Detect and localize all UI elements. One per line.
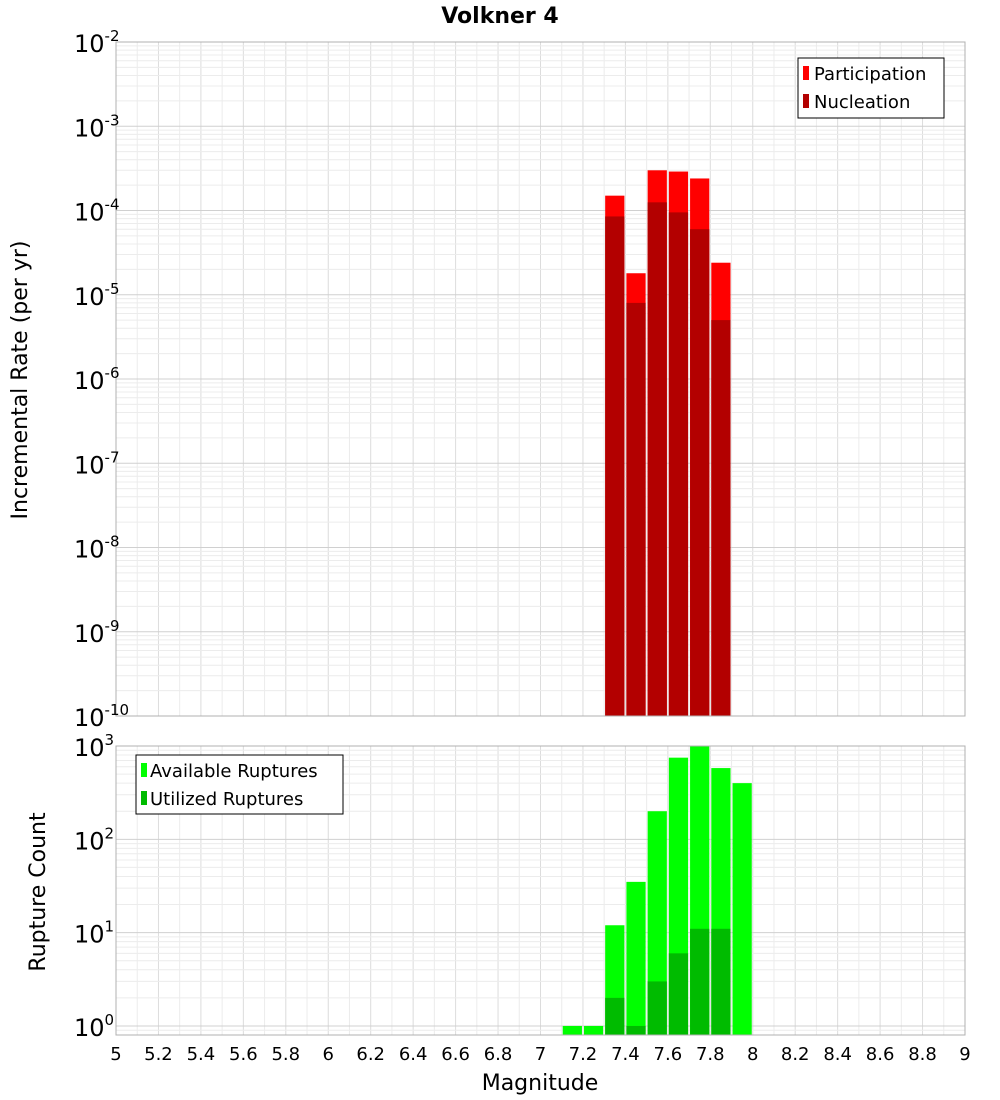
x-tick-label: 6.8 — [484, 1044, 513, 1065]
x-tick-label: 5 — [110, 1044, 121, 1065]
x-tick-label: 6.2 — [356, 1044, 385, 1065]
bar-bottom-utilized-ruptures — [711, 928, 731, 1035]
bar-top-nucleation — [647, 202, 667, 716]
y-tick-label: 10-4 — [74, 196, 120, 227]
y-tick-label: 100 — [74, 1011, 114, 1042]
y-axis-label-top: Incremental Rate (per yr) — [8, 241, 33, 520]
x-tick-label: 5.8 — [271, 1044, 300, 1065]
x-tick-label: 8.8 — [908, 1044, 937, 1065]
chart-title: Volkner 4 — [441, 4, 559, 29]
x-tick-label: 5.4 — [187, 1044, 216, 1065]
y-tick-label: 10-7 — [74, 448, 120, 479]
x-ticks: 5 5.2 5.4 5.6 5.8 6 6.2 6.4 6.6 6.8 7 7.2 7.4 7.6 7.8 8… — [110, 1044, 970, 1065]
y-tick-label: 10-2 — [74, 27, 120, 58]
x-tick-label: 6 — [323, 1044, 334, 1065]
y-tick-label: 10-8 — [74, 533, 120, 564]
x-tick-label: 7.2 — [569, 1044, 598, 1065]
legend-label-participation: Participation — [814, 64, 926, 85]
legend-swatch-participation — [803, 66, 809, 80]
bar-bottom-utilized-ruptures — [647, 981, 667, 1035]
legend-label-nucleation: Nucleation — [814, 92, 910, 113]
y-tick-label: 102 — [74, 824, 114, 855]
y-tick-label: 10-10 — [74, 701, 129, 732]
bar-top-nucleation — [668, 212, 689, 717]
legend-label-utilized: Utilized Ruptures — [150, 789, 303, 810]
y-tick-label: 10-3 — [74, 111, 120, 142]
y-ticks-top: 10-10 10-9 10-8 10-7 10-6 10-5 10-4 10-3 10-2 — [74, 27, 129, 732]
y-axis-label-bottom: Rupture Count — [26, 812, 51, 972]
x-tick-label: 6.4 — [399, 1044, 428, 1065]
bar-bottom-available-ruptures — [583, 1025, 604, 1035]
bar-top-nucleation — [690, 229, 710, 717]
bar-bottom-available-ruptures — [732, 783, 752, 1035]
legend-box-top — [797, 57, 945, 119]
legend-top: Participation Nucleation — [797, 57, 945, 119]
x-axis-label: Magnitude — [482, 1071, 599, 1096]
y-tick-label: 103 — [74, 731, 114, 762]
legend-bottom: Available Ruptures Utilized Ruptures — [135, 754, 344, 815]
legend-label-available: Available Ruptures — [150, 761, 318, 782]
x-tick-label: 8.6 — [866, 1044, 895, 1065]
bar-bottom-available-ruptures — [626, 881, 646, 1035]
bars-bottom — [562, 746, 752, 1035]
y-tick-label: 10-6 — [74, 364, 120, 395]
bar-top-nucleation — [711, 320, 731, 716]
x-tick-label: 5.2 — [144, 1044, 173, 1065]
bar-bottom-utilized-ruptures — [668, 953, 689, 1035]
bar-bottom-available-ruptures — [562, 1025, 582, 1035]
legend-swatch-nucleation — [803, 94, 809, 108]
bar-top-nucleation — [626, 302, 646, 716]
x-tick-label: 7 — [535, 1044, 546, 1065]
bar-bottom-utilized-ruptures — [605, 997, 625, 1035]
legend-swatch-available — [141, 763, 147, 777]
x-tick-label: 7.6 — [654, 1044, 683, 1065]
panel-incremental-rate: 10-10 10-9 10-8 10-7 10-6 10-5 10-4 10-3 10-2 In… — [8, 27, 966, 732]
plot-frame-bottom — [115, 745, 966, 1036]
y-tick-label: 10-5 — [74, 280, 120, 311]
panel-rupture-count: 100 101 102 103 Rupture Count Available Rup… — [26, 731, 966, 1042]
x-tick-label: 7.4 — [611, 1044, 640, 1065]
legend-swatch-utilized — [141, 791, 147, 805]
x-tick-label: 9 — [959, 1044, 970, 1065]
x-tick-label: 8.2 — [781, 1044, 810, 1065]
bar-bottom-utilized-ruptures — [690, 928, 710, 1035]
y-tick-label: 10-9 — [74, 617, 120, 648]
y-ticks-bottom: 100 101 102 103 — [74, 731, 114, 1042]
plot-frame-top — [115, 41, 966, 717]
bar-bottom-available-ruptures — [647, 811, 667, 1035]
grid-top — [115, 41, 966, 717]
x-tick-label: 6.6 — [441, 1044, 470, 1065]
legend-box-bottom — [135, 754, 344, 815]
x-tick-label: 8 — [747, 1044, 758, 1065]
x-tick-label: 8.4 — [823, 1044, 852, 1065]
bar-bottom-utilized-ruptures — [626, 1025, 646, 1035]
x-tick-label: 7.8 — [696, 1044, 725, 1065]
bars-top — [605, 170, 731, 717]
y-tick-label: 101 — [74, 918, 114, 949]
x-tick-label: 5.6 — [229, 1044, 258, 1065]
bar-top-nucleation — [605, 216, 625, 716]
